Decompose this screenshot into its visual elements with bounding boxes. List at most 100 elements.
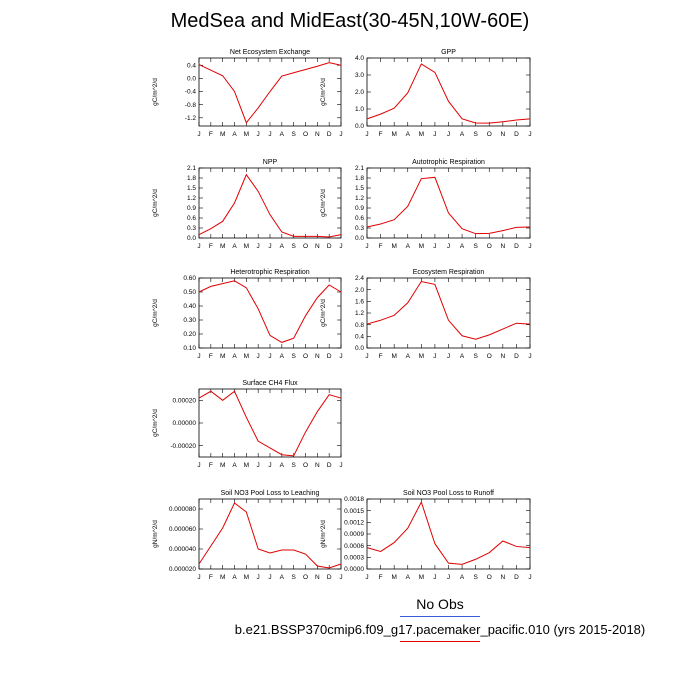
x-tick-label: F	[209, 131, 213, 138]
chart-title: Autotrophic Respiration	[412, 159, 485, 166]
x-tick-label: J	[268, 243, 271, 250]
y-tick-label: 0.30	[183, 317, 196, 324]
x-tick-label: M	[391, 131, 396, 138]
x-tick-label: M	[244, 462, 249, 469]
x-tick-label: M	[419, 131, 424, 138]
y-axis-label: gC/m^2/d	[152, 409, 159, 437]
x-tick-label: A	[280, 243, 285, 250]
y-tick-label: -0.8	[185, 102, 197, 109]
x-tick-label: J	[447, 131, 450, 138]
x-tick-label: N	[500, 131, 505, 138]
x-tick-label: M	[220, 243, 225, 250]
x-tick-label: O	[303, 462, 308, 469]
x-tick-label: F	[379, 574, 383, 581]
series-line	[366, 280, 531, 340]
y-tick-label: 0.40	[183, 303, 196, 310]
y-tick-label: 0.0015	[344, 508, 364, 515]
x-tick-label: M	[419, 243, 424, 250]
x-tick-label: J	[197, 243, 200, 250]
x-tick-label: J	[268, 131, 271, 138]
x-tick-label: A	[460, 131, 465, 138]
plot-frame	[366, 57, 531, 127]
y-tick-label: 1.8	[355, 175, 364, 182]
x-tick-label: D	[327, 131, 332, 138]
x-tick-label: J	[433, 574, 436, 581]
chart-title: NPP	[263, 159, 278, 166]
y-tick-label: 0.0000	[344, 566, 364, 573]
x-tick-label: D	[514, 131, 519, 138]
x-tick-label: F	[209, 353, 213, 360]
x-tick-label: O	[487, 574, 492, 581]
y-tick-label: 0.00020	[173, 398, 197, 405]
x-tick-label: J	[268, 574, 271, 581]
x-tick-label: N	[500, 574, 505, 581]
x-tick-label: J	[528, 131, 531, 138]
x-tick-label: J	[447, 574, 450, 581]
y-axis-label: gC/m^2/d	[320, 189, 327, 217]
x-tick-label: F	[209, 243, 213, 250]
x-tick-label: A	[280, 574, 285, 581]
x-tick-label: A	[406, 574, 411, 581]
legend-obs-line	[400, 616, 480, 617]
x-tick-label: S	[473, 574, 478, 581]
x-tick-label: O	[487, 353, 492, 360]
x-tick-label: A	[460, 243, 465, 250]
x-tick-label: M	[391, 353, 396, 360]
x-tick-label: J	[365, 243, 368, 250]
x-tick-label: J	[528, 353, 531, 360]
y-tick-label: 2.0	[355, 287, 364, 294]
x-tick-label: A	[232, 353, 237, 360]
legend-case-label: b.e21.BSSP370cmip6.f09_g17.pacemaker_pac…	[234, 622, 646, 637]
y-tick-label: 0.0	[355, 235, 364, 242]
y-tick-label: 0.50	[183, 289, 196, 296]
plot-frame	[366, 498, 531, 570]
y-tick-label: 1.5	[355, 185, 364, 192]
x-tick-label: D	[514, 574, 519, 581]
x-tick-label: J	[365, 353, 368, 360]
x-tick-label: S	[291, 243, 296, 250]
y-tick-label: 0.6	[355, 215, 364, 222]
y-tick-label: 0.0012	[344, 520, 364, 527]
y-tick-label: 0.60	[183, 275, 196, 282]
x-tick-label: N	[315, 462, 320, 469]
x-tick-label: M	[220, 353, 225, 360]
y-tick-label: 0.0	[187, 235, 196, 242]
x-tick-label: F	[379, 243, 383, 250]
x-tick-label: A	[406, 131, 411, 138]
x-tick-label: A	[460, 353, 465, 360]
x-tick-label: J	[339, 131, 342, 138]
x-tick-label: D	[327, 353, 332, 360]
y-tick-label: 0.3	[355, 225, 364, 232]
y-axis-label: gC/m^2/d	[152, 78, 159, 106]
y-tick-label: 0.20	[183, 331, 196, 338]
y-tick-label: 0.0009	[344, 531, 364, 538]
y-axis-label: gC/m^2/d	[152, 189, 159, 217]
y-tick-label: 0.0018	[344, 496, 364, 503]
plot-frame	[366, 167, 531, 239]
x-tick-label: O	[487, 243, 492, 250]
x-tick-label: M	[244, 574, 249, 581]
x-tick-label: D	[327, 574, 332, 581]
y-tick-label: 2.1	[187, 165, 196, 172]
x-tick-label: S	[291, 131, 296, 138]
y-tick-label: 1.2	[355, 195, 364, 202]
x-tick-label: S	[291, 574, 296, 581]
legend-case-line	[400, 641, 480, 642]
x-tick-label: J	[339, 353, 342, 360]
y-tick-label: 2.0	[355, 89, 364, 96]
y-tick-label: 3.0	[355, 72, 364, 79]
x-tick-label: M	[244, 353, 249, 360]
series-line	[198, 502, 342, 569]
y-tick-label: -1.2	[185, 115, 197, 122]
y-tick-label: 0.9	[187, 205, 196, 212]
x-tick-label: J	[197, 462, 200, 469]
chart-panel: Autotrophic Respiration gC/m^2/d J F M A M J J A S…	[320, 159, 532, 250]
y-tick-label: 0.0	[355, 345, 364, 352]
x-tick-label: J	[268, 353, 271, 360]
y-tick-label: 0.00000	[173, 420, 197, 427]
chart-panel: Soil NO3 Pool Loss to Runoff gN/m^2/d J F M A…	[320, 490, 532, 581]
x-tick-label: A	[406, 353, 411, 360]
